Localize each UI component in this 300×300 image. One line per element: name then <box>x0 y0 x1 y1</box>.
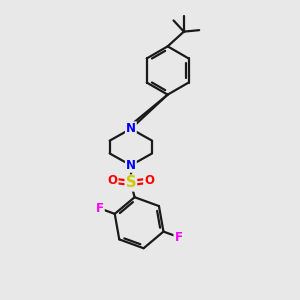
Text: F: F <box>96 202 104 215</box>
Text: N: N <box>126 159 136 172</box>
Text: O: O <box>144 174 154 187</box>
Text: S: S <box>126 176 136 190</box>
Text: N: N <box>126 122 136 135</box>
Text: F: F <box>174 230 182 244</box>
Text: O: O <box>108 174 118 187</box>
